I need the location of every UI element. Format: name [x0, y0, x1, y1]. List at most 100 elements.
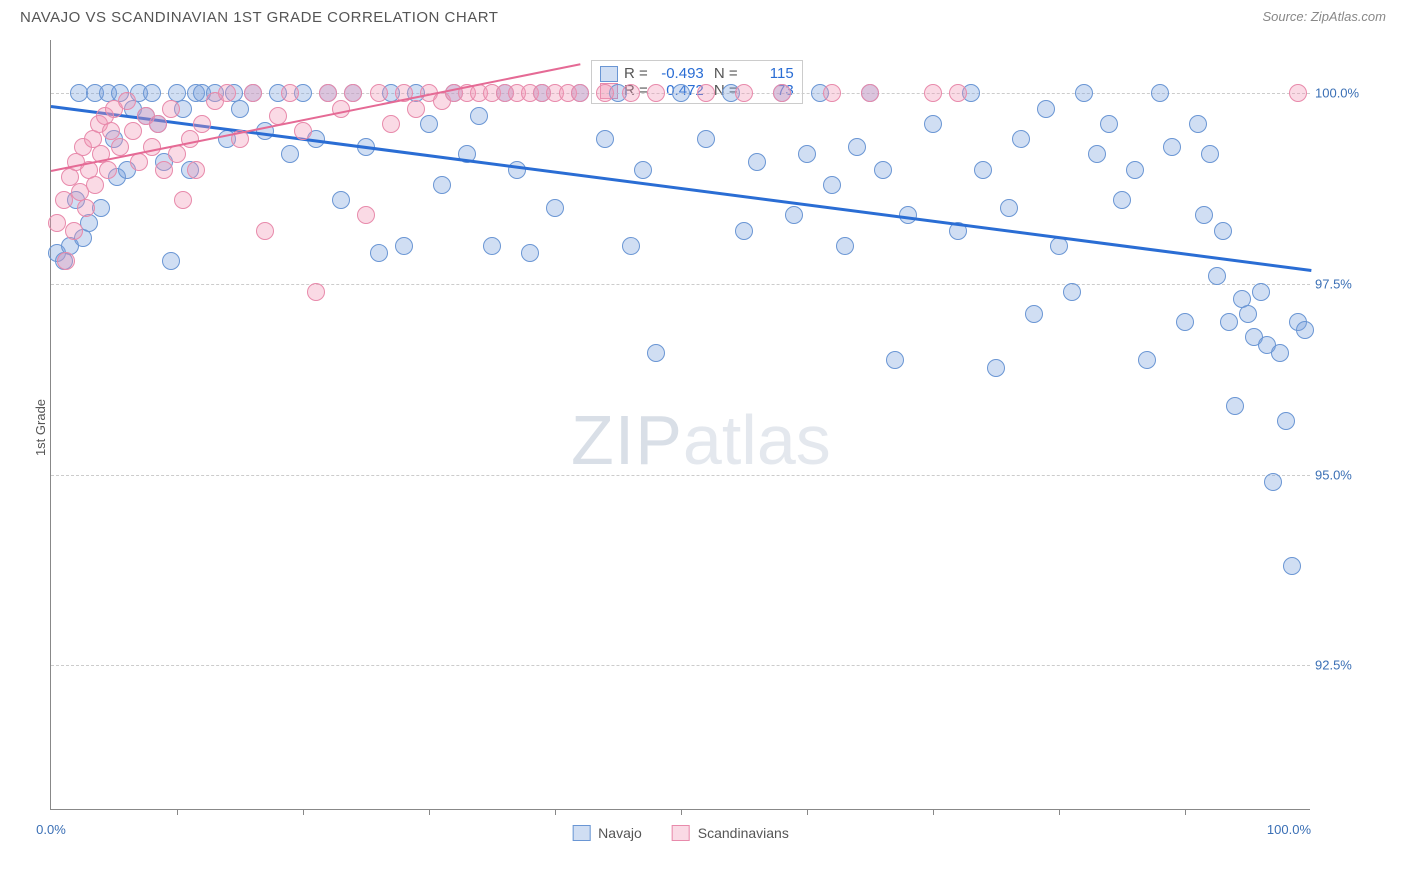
data-point — [1138, 351, 1156, 369]
data-point — [1189, 115, 1207, 133]
data-point — [111, 138, 129, 156]
y-tick-label: 95.0% — [1315, 467, 1370, 482]
data-point — [748, 153, 766, 171]
data-point — [433, 176, 451, 194]
data-point — [130, 153, 148, 171]
data-point — [294, 122, 312, 140]
data-point — [332, 100, 350, 118]
source-name: ZipAtlas.com — [1311, 9, 1386, 24]
data-point — [218, 84, 236, 102]
data-point — [823, 176, 841, 194]
data-point — [1000, 199, 1018, 217]
stats-r-label: R = — [624, 65, 648, 82]
data-point — [622, 84, 640, 102]
data-point — [1289, 84, 1307, 102]
data-point — [231, 100, 249, 118]
legend-swatch — [600, 66, 618, 82]
data-point — [118, 92, 136, 110]
stats-n-value: 115 — [744, 65, 794, 82]
x-tick — [177, 809, 178, 815]
series-legend-label: Navajo — [598, 825, 642, 841]
data-point — [1113, 191, 1131, 209]
data-point — [344, 84, 362, 102]
data-point — [1012, 130, 1030, 148]
data-point — [162, 252, 180, 270]
data-point — [1151, 84, 1169, 102]
data-point — [924, 84, 942, 102]
data-point — [143, 138, 161, 156]
x-tick-label: 100.0% — [1267, 822, 1311, 837]
data-point — [924, 115, 942, 133]
data-point — [319, 84, 337, 102]
data-point — [57, 252, 75, 270]
data-point — [86, 176, 104, 194]
y-tick-label: 92.5% — [1315, 658, 1370, 673]
data-point — [420, 115, 438, 133]
data-point — [1088, 145, 1106, 163]
data-point — [773, 84, 791, 102]
data-point — [470, 107, 488, 125]
data-point — [155, 161, 173, 179]
data-point — [332, 191, 350, 209]
data-point — [124, 122, 142, 140]
stats-row: R =-0.493 N =115 — [600, 65, 794, 82]
data-point — [823, 84, 841, 102]
data-point — [1226, 397, 1244, 415]
data-point — [1075, 84, 1093, 102]
data-point — [483, 237, 501, 255]
x-tick — [429, 809, 430, 815]
x-tick-label: 0.0% — [36, 822, 66, 837]
data-point — [1220, 313, 1238, 331]
data-point — [1277, 412, 1295, 430]
data-point — [1126, 161, 1144, 179]
legend-swatch — [672, 825, 690, 841]
data-point — [370, 244, 388, 262]
data-point — [382, 115, 400, 133]
x-tick — [1185, 809, 1186, 815]
data-point — [735, 84, 753, 102]
data-point — [1283, 557, 1301, 575]
data-point — [874, 161, 892, 179]
y-tick-label: 100.0% — [1315, 86, 1370, 101]
data-point — [974, 161, 992, 179]
data-point — [48, 214, 66, 232]
stats-n-label: N = — [710, 65, 738, 82]
legend-swatch — [572, 825, 590, 841]
data-point — [634, 161, 652, 179]
data-point — [407, 100, 425, 118]
data-point — [848, 138, 866, 156]
data-point — [836, 237, 854, 255]
data-point — [987, 359, 1005, 377]
gridline-h — [51, 475, 1310, 476]
data-point — [77, 199, 95, 217]
data-point — [307, 283, 325, 301]
data-point — [99, 161, 117, 179]
data-point — [596, 130, 614, 148]
data-point — [1239, 305, 1257, 323]
data-point — [1252, 283, 1270, 301]
data-point — [281, 84, 299, 102]
data-point — [1025, 305, 1043, 323]
data-point — [143, 84, 161, 102]
data-point — [281, 145, 299, 163]
data-point — [1201, 145, 1219, 163]
x-tick — [303, 809, 304, 815]
data-point — [647, 84, 665, 102]
data-point — [571, 84, 589, 102]
data-point — [546, 199, 564, 217]
data-point — [886, 351, 904, 369]
series-legend-item: Navajo — [572, 825, 642, 841]
data-point — [861, 84, 879, 102]
gridline-h — [51, 665, 1310, 666]
data-point — [1264, 473, 1282, 491]
data-point — [647, 344, 665, 362]
data-point — [357, 206, 375, 224]
data-point — [1100, 115, 1118, 133]
data-point — [1271, 344, 1289, 362]
data-point — [521, 244, 539, 262]
data-point — [1214, 222, 1232, 240]
data-point — [244, 84, 262, 102]
data-point — [162, 100, 180, 118]
y-tick-label: 97.5% — [1315, 276, 1370, 291]
x-tick — [1059, 809, 1060, 815]
